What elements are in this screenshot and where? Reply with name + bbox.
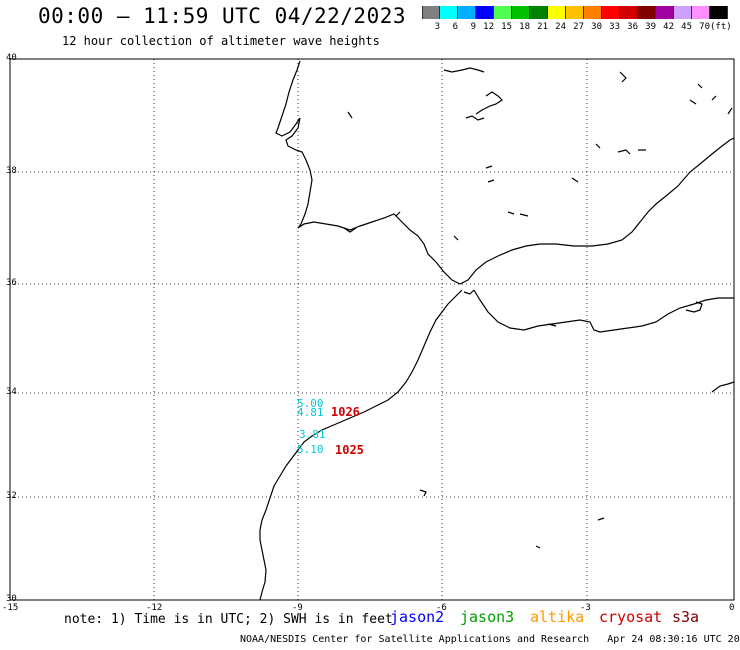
- scale-label: 21: [537, 22, 548, 32]
- scale-label: 42: [663, 22, 674, 32]
- color-swatch: [476, 6, 494, 19]
- lat-label-36: 36: [6, 278, 17, 288]
- color-swatch: [422, 6, 440, 19]
- color-swatch: [638, 6, 656, 19]
- swh-observation: 3.81: [299, 428, 326, 441]
- color-swatch: [512, 6, 530, 19]
- map-title: 00:00 – 11:59 UTC 04/22/2023: [38, 4, 407, 28]
- footer-credit: NOAA/NESDIS Center for Satellite Applica…: [240, 634, 740, 645]
- generated-timestamp: Apr 24 08:30:16 UTC 2023: [607, 634, 740, 645]
- coastline: [259, 60, 735, 601]
- swh-observation: 5.00: [297, 397, 324, 410]
- scale-label: 30: [591, 22, 602, 32]
- africa-coast: [259, 289, 463, 601]
- satellite-label-jason3: jason3: [460, 608, 515, 626]
- scale-label: 12: [483, 22, 494, 32]
- lon-label-minus9: -9: [292, 603, 303, 613]
- lon-label-minus12: -12: [146, 603, 163, 613]
- scale-label: 6: [452, 22, 458, 32]
- lat-label-38: 38: [6, 166, 17, 176]
- lon-label-minus6: -6: [436, 603, 447, 613]
- color-swatch: [584, 6, 602, 19]
- color-swatch: [620, 6, 638, 19]
- color-swatch: [494, 6, 512, 19]
- color-swatch: [566, 6, 584, 19]
- scale-label: 70: [699, 22, 710, 32]
- lon-label-0: 0: [729, 603, 735, 613]
- scale-label: (ft): [710, 22, 732, 32]
- wave-height-color-scale: [422, 6, 728, 19]
- lat-label-40: 40: [6, 53, 17, 63]
- satellite-label-jason2: jason2: [390, 608, 445, 626]
- satellite-label-altika: altika: [530, 608, 585, 626]
- color-swatch: [602, 6, 620, 19]
- color-swatch: [656, 6, 674, 19]
- color-swatch: [548, 6, 566, 19]
- footer-note: note: 1) Time is in UTC; 2) SWH is in fe…: [64, 612, 393, 627]
- scale-label: 15: [501, 22, 512, 32]
- lat-label-34: 34: [6, 387, 17, 397]
- scale-label: 33: [609, 22, 620, 32]
- portugal-coast: [275, 60, 313, 229]
- scale-label: 36: [627, 22, 638, 32]
- pass-number: 1026: [331, 405, 360, 419]
- satellite-label-s3a: s3a: [672, 608, 700, 626]
- swh-observation: 5.10: [297, 443, 324, 456]
- color-swatch: [440, 6, 458, 19]
- lon-label-minus3: -3: [580, 603, 591, 613]
- scale-label: 24: [555, 22, 566, 32]
- color-swatch: [458, 6, 476, 19]
- lon-label-minus15: -15: [2, 603, 19, 613]
- map-subtitle: 12 hour collection of altimeter wave hei…: [62, 34, 380, 48]
- scale-label: 45: [681, 22, 692, 32]
- grid-lines: [10, 59, 734, 600]
- credit-text: NOAA/NESDIS Center for Satellite Applica…: [240, 634, 590, 645]
- color-swatch: [710, 6, 728, 19]
- map-frame: [9, 58, 735, 601]
- color-swatch: [674, 6, 692, 19]
- scale-label: 18: [519, 22, 530, 32]
- swh-observation: 4.81: [297, 406, 324, 419]
- scale-label: 27: [573, 22, 584, 32]
- scale-label: 39: [645, 22, 656, 32]
- satellite-label-cryosat: cryosat: [599, 608, 663, 626]
- lat-label-32: 32: [6, 491, 17, 501]
- pass-number: 1025: [335, 443, 364, 457]
- scale-label: 3: [434, 22, 440, 32]
- lat-label-30: 30: [6, 594, 17, 604]
- wave-height-scale-labels: 3 6 9 12 15 18 21 24 27 30 33 36 39 42 45 70 (ft): [422, 22, 732, 32]
- iberia-south-coast: [297, 137, 735, 285]
- color-swatch: [692, 6, 710, 19]
- color-swatch: [530, 6, 548, 19]
- scale-label: 9: [470, 22, 476, 32]
- africa-north-coast: [473, 289, 734, 333]
